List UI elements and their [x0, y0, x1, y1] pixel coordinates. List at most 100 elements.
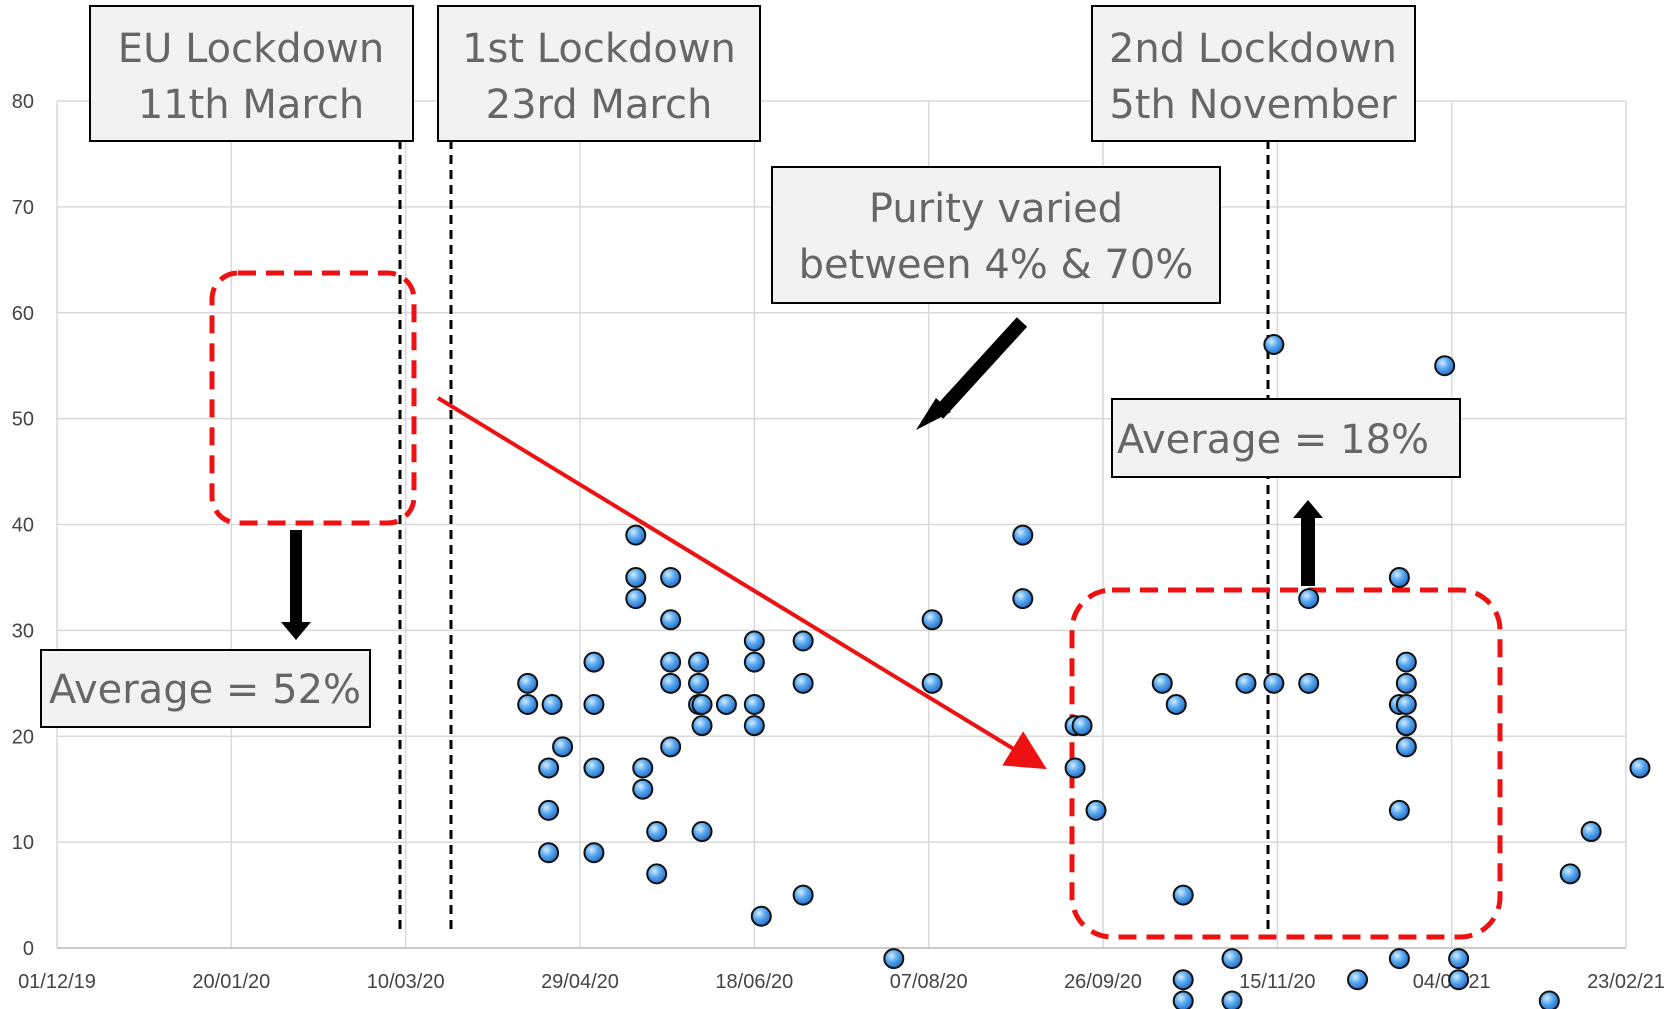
- data-point: [1221, 990, 1243, 1009]
- data-point: [660, 736, 682, 758]
- data-point: [660, 609, 682, 631]
- second-lockdown-label: 2nd Lockdown 5th November: [1091, 5, 1416, 142]
- first-lockdown-date: 23rd March: [486, 82, 713, 128]
- data-point: [625, 588, 647, 610]
- data-point: [792, 884, 814, 906]
- data-point: [660, 566, 682, 588]
- data-point: [1629, 757, 1651, 779]
- average-before-label: Average = 52%: [49, 667, 361, 713]
- data-point: [1012, 588, 1034, 610]
- data-point: [1221, 948, 1243, 970]
- y-tick-label: 20: [12, 726, 34, 748]
- second-lockdown-date: 5th November: [1109, 82, 1397, 128]
- data-point: [632, 757, 654, 779]
- y-tick-label: 40: [12, 515, 34, 537]
- data-point: [1064, 757, 1086, 779]
- data-point: [517, 693, 539, 715]
- data-point: [1395, 672, 1417, 694]
- data-point: [646, 863, 668, 885]
- purity-note-line-2: between 4% & 70%: [799, 242, 1194, 288]
- data-point: [1448, 948, 1470, 970]
- data-point: [883, 948, 905, 970]
- y-tick-label: 80: [12, 91, 34, 113]
- data-point: [583, 757, 605, 779]
- data-point: [660, 672, 682, 694]
- data-point: [1395, 693, 1417, 715]
- data-point: [1395, 651, 1417, 673]
- arrow-to-purity-data: [916, 317, 1028, 430]
- data-point: [646, 821, 668, 843]
- data-point: [1151, 672, 1173, 694]
- first-lockdown-title: 1st Lockdown: [462, 26, 736, 72]
- data-point: [691, 693, 713, 715]
- data-point: [1395, 715, 1417, 737]
- data-point: [1071, 715, 1093, 737]
- data-point: [792, 630, 814, 652]
- x-tick-label: 15/11/20: [1239, 971, 1315, 993]
- data-point: [1085, 799, 1107, 821]
- purity-note-line-1: Purity varied: [869, 186, 1123, 232]
- data-point: [538, 799, 560, 821]
- data-point: [625, 524, 647, 546]
- grid: [56, 100, 1627, 949]
- data-point: [1388, 566, 1410, 588]
- data-point: [750, 905, 772, 927]
- data-point: [691, 821, 713, 843]
- data-point: [1172, 884, 1194, 906]
- data-point: [660, 651, 682, 673]
- data-point: [632, 778, 654, 800]
- x-tick-label: 01/12/19: [18, 971, 96, 993]
- x-tick-label: 20/01/20: [192, 971, 270, 993]
- arrow-up-to-average: [1293, 500, 1323, 586]
- data-point: [743, 693, 765, 715]
- data-point: [1012, 524, 1034, 546]
- data-points: [517, 334, 1651, 1009]
- y-tick-label: 60: [12, 303, 34, 325]
- data-point: [691, 715, 713, 737]
- data-point: [688, 651, 710, 673]
- y-tick-label: 30: [12, 620, 34, 642]
- data-point: [1347, 969, 1369, 991]
- data-point: [921, 672, 943, 694]
- data-point: [538, 842, 560, 864]
- data-point: [1298, 588, 1320, 610]
- data-point: [1263, 334, 1285, 356]
- data-point: [1395, 736, 1417, 758]
- eu-lockdown-title: EU Lockdown: [118, 26, 384, 72]
- average-after-label: Average = 18%: [1117, 417, 1429, 463]
- x-tick-label: 07/08/20: [890, 971, 968, 993]
- data-point: [921, 609, 943, 631]
- data-point: [625, 566, 647, 588]
- data-point: [1448, 969, 1470, 991]
- eu-lockdown-label: EU Lockdown 11th March: [89, 5, 414, 142]
- average-after-box: Average = 18%: [1111, 398, 1461, 478]
- data-point: [1172, 969, 1194, 991]
- data-point: [743, 715, 765, 737]
- average-before-box: Average = 52%: [40, 649, 371, 728]
- data-point: [743, 630, 765, 652]
- data-point: [1388, 799, 1410, 821]
- data-point: [1388, 948, 1410, 970]
- data-point: [715, 693, 737, 715]
- highlight-region-after: [1069, 587, 1503, 940]
- data-point: [1263, 672, 1285, 694]
- second-lockdown-title: 2nd Lockdown: [1109, 26, 1397, 72]
- first-lockdown-label: 1st Lockdown 23rd March: [437, 5, 761, 142]
- x-tick-label: 10/03/20: [367, 971, 445, 993]
- x-tick-label: 26/09/20: [1064, 971, 1142, 993]
- data-point: [1559, 863, 1581, 885]
- data-point: [688, 672, 710, 694]
- y-tick-label: 0: [23, 938, 34, 960]
- x-tick-label: 18/06/20: [715, 971, 793, 993]
- data-point: [1434, 355, 1456, 377]
- y-axis-ticks: 0 10 20 30 40 50 60 70 80: [12, 91, 34, 960]
- eu-lockdown-date: 11th March: [138, 82, 365, 128]
- x-tick-label: 29/04/20: [541, 971, 619, 993]
- purity-note: Purity varied between 4% & 70%: [771, 166, 1221, 304]
- y-tick-label: 70: [12, 197, 34, 219]
- data-point: [552, 736, 574, 758]
- data-point: [792, 672, 814, 694]
- data-point: [1580, 821, 1602, 843]
- data-point: [743, 651, 765, 673]
- y-tick-label: 50: [12, 409, 34, 431]
